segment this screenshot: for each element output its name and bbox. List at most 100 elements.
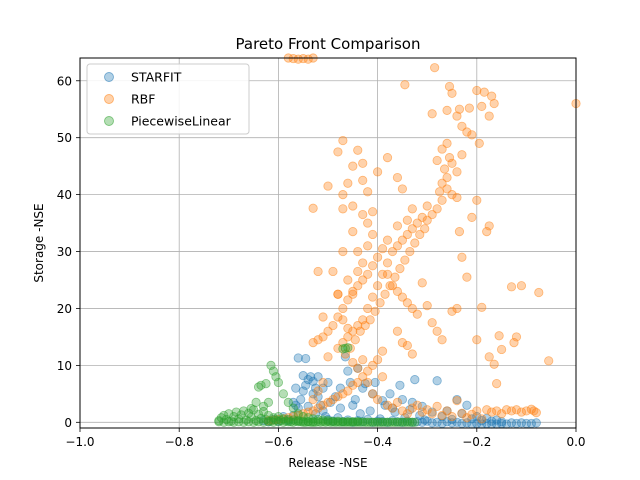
point-RBF-116 <box>358 258 368 268</box>
point-PiecewiseLinear-87 <box>258 401 269 411</box>
point-PiecewiseLinear-71 <box>390 417 400 427</box>
point-RBF-52 <box>452 192 462 203</box>
point-PiecewiseLinear-72 <box>392 417 403 427</box>
point-STARFIT-68 <box>365 406 375 416</box>
point-RBF-93 <box>434 187 445 197</box>
point-RBF-219 <box>454 227 465 237</box>
legend-label-STARFIT: STARFIT <box>131 70 182 85</box>
point-PiecewiseLinear-93 <box>273 377 283 388</box>
point-RBF-64 <box>377 269 388 279</box>
point-RBF-179 <box>437 410 447 421</box>
point-RBF-221 <box>447 306 457 316</box>
point-RBF-217 <box>472 195 482 205</box>
point-RBF-190 <box>492 406 502 416</box>
point-RBF-115 <box>353 246 363 257</box>
point-RBF-225 <box>328 266 338 277</box>
point-RBF-144 <box>377 346 388 356</box>
point-PiecewiseLinear-81 <box>261 378 271 389</box>
x-tick-label-1: −0.8 <box>165 435 194 449</box>
point-PiecewiseLinear-88 <box>251 397 261 407</box>
point-PiecewiseLinear-84 <box>271 372 281 382</box>
point-RBF-224 <box>318 312 328 322</box>
point-PiecewiseLinear-82 <box>266 360 276 370</box>
point-PiecewiseLinear-67 <box>380 417 390 427</box>
point-RBF-39 <box>372 167 383 177</box>
point-RBF-28 <box>437 144 447 154</box>
point-RBF-149 <box>353 377 363 388</box>
point-RBF-34 <box>432 155 442 166</box>
point-RBF-184 <box>462 413 472 423</box>
point-RBF-237 <box>318 377 328 388</box>
point-RBF-15 <box>442 105 452 115</box>
point-PiecewiseLinear-121 <box>268 417 279 427</box>
chart-title: Pareto Front Comparison <box>236 35 421 53</box>
point-RBF-8 <box>444 81 455 92</box>
point-RBF-238 <box>313 386 323 396</box>
y-tick-label-0: 0 <box>64 416 72 430</box>
point-PiecewiseLinear-127 <box>298 417 308 427</box>
point-RBF-227 <box>338 315 348 325</box>
point-RBF-114 <box>308 338 318 348</box>
point-RBF-202 <box>506 282 517 292</box>
point-RBF-213 <box>509 338 519 348</box>
point-RBF-210 <box>534 287 544 298</box>
point-PiecewiseLinear-113 <box>229 417 239 427</box>
point-PiecewiseLinear-110 <box>214 417 224 427</box>
point-PiecewiseLinear-114 <box>234 417 244 427</box>
point-STARFIT-5 <box>301 380 311 390</box>
point-STARFIT-8 <box>308 376 318 386</box>
legend-label-RBF: RBF <box>131 92 155 107</box>
point-RBF-141 <box>397 338 407 348</box>
y-axis-ticks: 0 10 20 30 40 50 60 <box>57 74 80 430</box>
point-STARFIT-74 <box>395 380 405 390</box>
point-RBF-177 <box>427 409 437 419</box>
point-PiecewiseLinear-76 <box>402 417 412 427</box>
point-RBF-9 <box>447 88 457 98</box>
point-PiecewiseLinear-117 <box>249 417 259 427</box>
x-tick-label-0: −1.0 <box>65 435 94 449</box>
point-RBF-125 <box>338 246 348 257</box>
point-RBF-98 <box>392 221 403 231</box>
y-tick-label-2: 20 <box>57 302 72 316</box>
point-PiecewiseLinear-68 <box>382 417 393 427</box>
point-RBF-109 <box>333 312 343 322</box>
point-RBF-117 <box>363 241 373 251</box>
point-RBF-79 <box>400 255 410 265</box>
point-PiecewiseLinear-69 <box>385 417 395 427</box>
point-RBF-62 <box>387 246 398 257</box>
point-PiecewiseLinear-7 <box>231 407 241 417</box>
point-RBF-77 <box>410 238 420 248</box>
point-RBF-205 <box>496 344 507 355</box>
point-RBF-10 <box>472 85 482 96</box>
point-RBF-138 <box>432 326 442 336</box>
point-PiecewiseLinear-105 <box>333 416 343 426</box>
point-RBF-174 <box>412 400 422 410</box>
point-PiecewiseLinear-64 <box>372 417 383 427</box>
point-PiecewiseLinear-20 <box>263 410 274 421</box>
point-PiecewiseLinear-83 <box>268 366 279 376</box>
point-STARFIT-72 <box>385 389 395 399</box>
point-RBF-135 <box>417 278 427 288</box>
point-RBF-11 <box>479 87 489 97</box>
point-PiecewiseLinear-126 <box>293 417 303 427</box>
point-PiecewiseLinear-65 <box>375 417 385 427</box>
point-STARFIT-9 <box>310 383 321 393</box>
point-PiecewiseLinear-128 <box>303 417 313 427</box>
point-RBF-65 <box>372 281 383 291</box>
point-STARFIT-66 <box>355 409 365 419</box>
point-STARFIT-64 <box>345 377 355 388</box>
point-RBF-66 <box>368 292 378 302</box>
point-PiecewiseLinear-115 <box>239 417 249 427</box>
point-STARFIT-92 <box>492 415 502 425</box>
point-RBF-166 <box>268 415 279 425</box>
point-PiecewiseLinear-75 <box>400 417 410 427</box>
point-RBF-207 <box>472 335 482 345</box>
point-RBF-84 <box>375 298 385 308</box>
point-RBF-73 <box>333 343 343 353</box>
legend-marker-RBF <box>104 94 114 104</box>
point-RBF-120 <box>348 227 358 237</box>
point-RBF-23 <box>467 130 477 140</box>
point-RBF-209 <box>492 378 502 389</box>
point-RBF-204 <box>511 332 522 342</box>
point-PiecewiseLinear-59 <box>360 417 370 427</box>
